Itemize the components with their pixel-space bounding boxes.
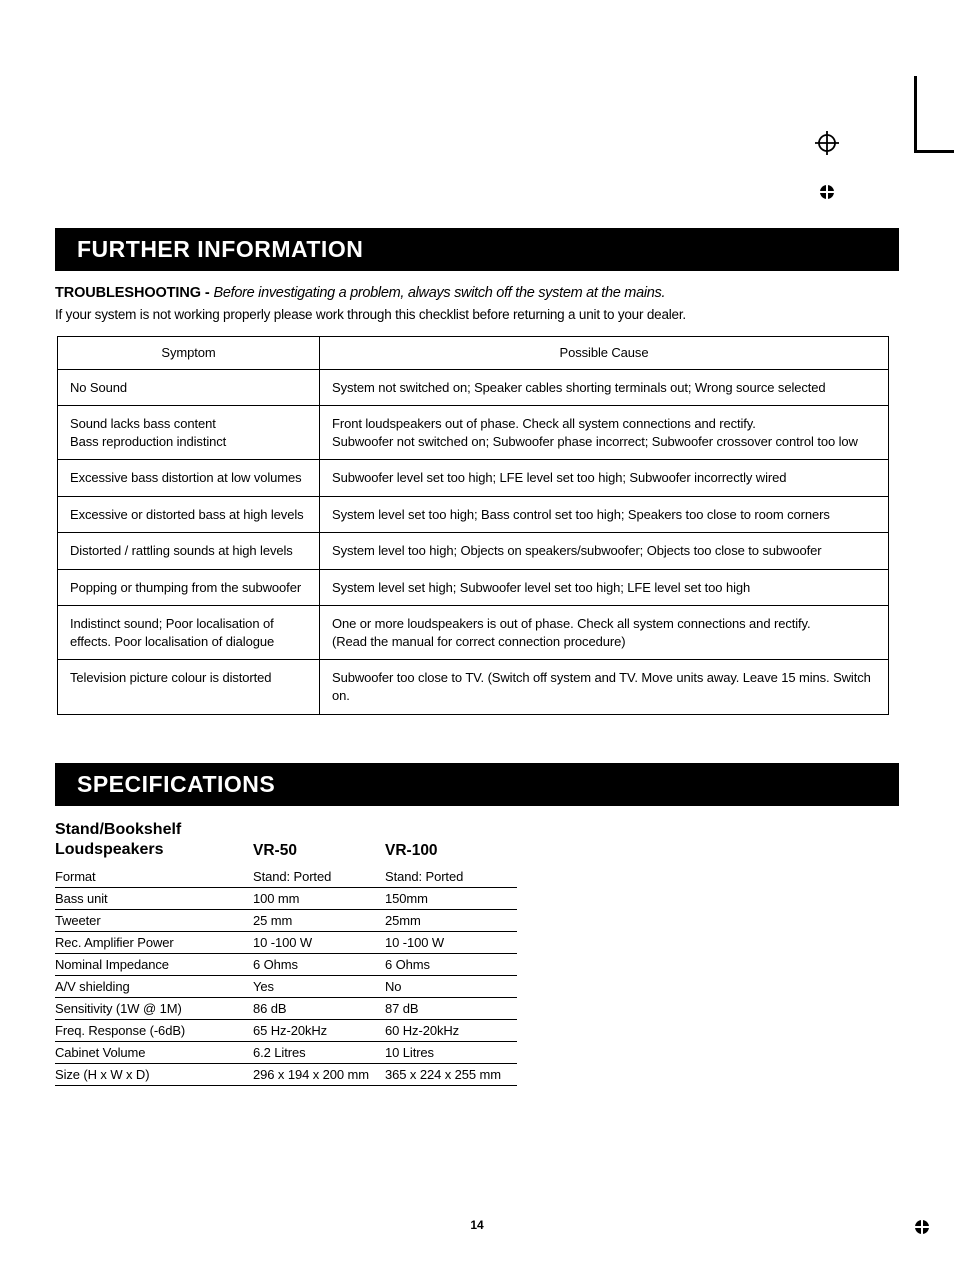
symptom-cell: Excessive bass distortion at low volumes — [58, 460, 320, 497]
spec-value-2: 6 Ohms — [385, 953, 517, 975]
spec-label: Freq. Response (-6dB) — [55, 1019, 253, 1041]
spec-value-2: 10 Litres — [385, 1041, 517, 1063]
spec-label: Nominal Impedance — [55, 953, 253, 975]
table-row: Television picture colour is distortedSu… — [58, 660, 889, 714]
spec-label: Size (H x W x D) — [55, 1063, 253, 1085]
spec-row: Tweeter25 mm25mm — [55, 909, 517, 931]
spec-value-1: Stand: Ported — [253, 866, 385, 888]
spec-value-2: 10 -100 W — [385, 931, 517, 953]
spec-row: Bass unit100 mm150mm — [55, 887, 517, 909]
table-header-symptom: Symptom — [58, 337, 320, 370]
spec-value-2: Stand: Ported — [385, 866, 517, 888]
spec-table: FormatStand: PortedStand: PortedBass uni… — [55, 866, 517, 1086]
cause-cell: One or more loudspeakers is out of phase… — [320, 606, 889, 660]
spec-col-vr100: VR-100 — [385, 842, 517, 860]
spec-title-row: Stand/BookshelfLoudspeakers VR-50 VR-100 — [55, 820, 899, 860]
table-row: Sound lacks bass contentBass reproductio… — [58, 406, 889, 460]
spec-label: Rec. Amplifier Power — [55, 931, 253, 953]
troubleshooting-intro: TROUBLESHOOTING - Before investigating a… — [55, 285, 899, 301]
symptom-cell: Television picture colour is distorted — [58, 660, 320, 714]
spec-row: FormatStand: PortedStand: Ported — [55, 866, 517, 888]
register-mark-filled — [819, 184, 835, 205]
spec-label: Cabinet Volume — [55, 1041, 253, 1063]
register-mark-filled-bottom — [914, 1219, 930, 1240]
symptom-cell: Distorted / rattling sounds at high leve… — [58, 533, 320, 570]
spec-row: Freq. Response (-6dB)65 Hz-20kHz60 Hz-20… — [55, 1019, 517, 1041]
cause-cell: System not switched on; Speaker cables s… — [320, 369, 889, 406]
troubleshooting-line2: If your system is not working properly p… — [55, 307, 899, 322]
spec-value-2: 60 Hz-20kHz — [385, 1019, 517, 1041]
spec-value-1: 65 Hz-20kHz — [253, 1019, 385, 1041]
cause-cell: Subwoofer too close to TV. (Switch off s… — [320, 660, 889, 714]
symptom-cell: Sound lacks bass contentBass reproductio… — [58, 406, 320, 460]
spec-label: Bass unit — [55, 887, 253, 909]
page-number: 14 — [470, 1218, 483, 1232]
spec-label: Sensitivity (1W @ 1M) — [55, 997, 253, 1019]
spec-value-1: Yes — [253, 975, 385, 997]
spec-value-1: 6.2 Litres — [253, 1041, 385, 1063]
spec-label: Tweeter — [55, 909, 253, 931]
section-header-specs: SPECIFICATIONS — [55, 763, 899, 806]
spec-label: Format — [55, 866, 253, 888]
table-row: Popping or thumping from the subwooferSy… — [58, 569, 889, 606]
crop-mark-h — [914, 150, 954, 153]
symptom-cell: Indistinct sound; Poor localisation of e… — [58, 606, 320, 660]
table-header-cause: Possible Cause — [320, 337, 889, 370]
cause-cell: Front loudspeakers out of phase. Check a… — [320, 406, 889, 460]
symptom-cell: Popping or thumping from the subwoofer — [58, 569, 320, 606]
spec-value-2: 150mm — [385, 887, 517, 909]
spec-value-2: 365 x 224 x 255 mm — [385, 1063, 517, 1085]
spec-row: Rec. Amplifier Power10 -100 W10 -100 W — [55, 931, 517, 953]
troubleshooting-italic: Before investigating a problem, always s… — [214, 285, 666, 301]
troubleshooting-label: TROUBLESHOOTING - — [55, 285, 214, 301]
cause-cell: System level set too high; Bass control … — [320, 496, 889, 533]
symptom-cell: Excessive or distorted bass at high leve… — [58, 496, 320, 533]
spec-row: Nominal Impedance6 Ohms6 Ohms — [55, 953, 517, 975]
spec-row: Size (H x W x D)296 x 194 x 200 mm365 x … — [55, 1063, 517, 1085]
spec-value-2: 25mm — [385, 909, 517, 931]
spec-value-1: 25 mm — [253, 909, 385, 931]
table-row: No SoundSystem not switched on; Speaker … — [58, 369, 889, 406]
spec-value-2: 87 dB — [385, 997, 517, 1019]
spec-value-1: 86 dB — [253, 997, 385, 1019]
table-row: Indistinct sound; Poor localisation of e… — [58, 606, 889, 660]
spec-label: A/V shielding — [55, 975, 253, 997]
spec-row: Cabinet Volume6.2 Litres10 Litres — [55, 1041, 517, 1063]
spec-title: Stand/BookshelfLoudspeakers — [55, 820, 253, 860]
crop-mark-v — [914, 76, 917, 150]
symptom-cell: No Sound — [58, 369, 320, 406]
troubleshooting-table: Symptom Possible Cause No SoundSystem no… — [57, 336, 889, 715]
spec-value-1: 296 x 194 x 200 mm — [253, 1063, 385, 1085]
spec-col-vr50: VR-50 — [253, 842, 385, 860]
spec-row: Sensitivity (1W @ 1M)86 dB87 dB — [55, 997, 517, 1019]
spec-value-1: 100 mm — [253, 887, 385, 909]
table-row: Distorted / rattling sounds at high leve… — [58, 533, 889, 570]
cause-cell: Subwoofer level set too high; LFE level … — [320, 460, 889, 497]
table-row: Excessive or distorted bass at high leve… — [58, 496, 889, 533]
table-row: Excessive bass distortion at low volumes… — [58, 460, 889, 497]
section-header-further-info: FURTHER INFORMATION — [55, 228, 899, 271]
register-mark-open — [815, 131, 839, 160]
cause-cell: System level set high; Subwoofer level s… — [320, 569, 889, 606]
cause-cell: System level too high; Objects on speake… — [320, 533, 889, 570]
spec-value-1: 6 Ohms — [253, 953, 385, 975]
spec-value-2: No — [385, 975, 517, 997]
spec-row: A/V shieldingYesNo — [55, 975, 517, 997]
spec-value-1: 10 -100 W — [253, 931, 385, 953]
